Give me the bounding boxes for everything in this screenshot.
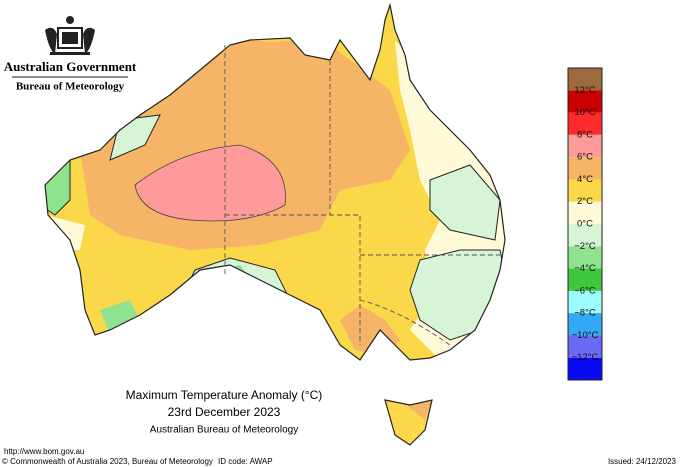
coastline xyxy=(44,2,506,446)
legend-swatch xyxy=(568,290,602,314)
legend-label: −12°C xyxy=(572,352,599,363)
legend-swatch xyxy=(568,313,602,336)
legend-label: −8°C xyxy=(574,308,596,319)
legend-label: −2°C xyxy=(574,241,596,252)
legend-swatch xyxy=(568,268,602,291)
legend-label: 6°C xyxy=(577,152,593,163)
legend-label: −4°C xyxy=(574,263,596,274)
legend-swatch xyxy=(568,335,602,358)
map-title: Maximum Temperature Anomaly (°C) xyxy=(126,388,323,402)
map-source: Australian Bureau of Meteorology xyxy=(150,425,298,436)
footer-issued: Issued: 24/12/2023 xyxy=(608,457,677,466)
legend-label: 4°C xyxy=(577,174,593,185)
legend-label: 12°C xyxy=(574,85,595,96)
legend-swatch xyxy=(568,112,602,135)
footer-id: ID code: AWAP xyxy=(218,457,273,466)
legend-label: 0°C xyxy=(577,219,593,230)
legend-label: −10°C xyxy=(572,330,599,341)
legend-label: −6°C xyxy=(574,285,596,296)
legend-swatch xyxy=(568,246,602,269)
agency-name: Bureau of Meteorology xyxy=(16,81,125,93)
footer-url: http://www.bom.gov.au xyxy=(4,447,84,456)
government-name: Australian Government xyxy=(4,59,137,74)
legend-swatch xyxy=(568,157,602,180)
state-borders xyxy=(224,45,500,346)
legend-swatch xyxy=(568,90,602,113)
legend-swatch xyxy=(568,224,602,247)
legend-swatch xyxy=(568,68,602,91)
footer-copyright: © Commonwealth of Australia 2023, Bureau… xyxy=(2,457,213,466)
legend-label: 2°C xyxy=(577,196,593,207)
legend-swatch xyxy=(568,201,602,224)
legend-label: 10°C xyxy=(574,107,595,118)
legend-label: 8°C xyxy=(577,129,593,140)
map-date: 23rd December 2023 xyxy=(168,405,281,419)
legend: 12°C 10°C 8°C 6°C 4°C 2°C 0°C −2°C −4°C −6°C −8°C −… xyxy=(567,67,603,381)
legend-frame xyxy=(567,67,603,381)
crest xyxy=(45,16,95,55)
legend-swatch xyxy=(568,134,602,158)
legend-swatch xyxy=(568,179,602,202)
legend-swatch xyxy=(568,357,602,380)
